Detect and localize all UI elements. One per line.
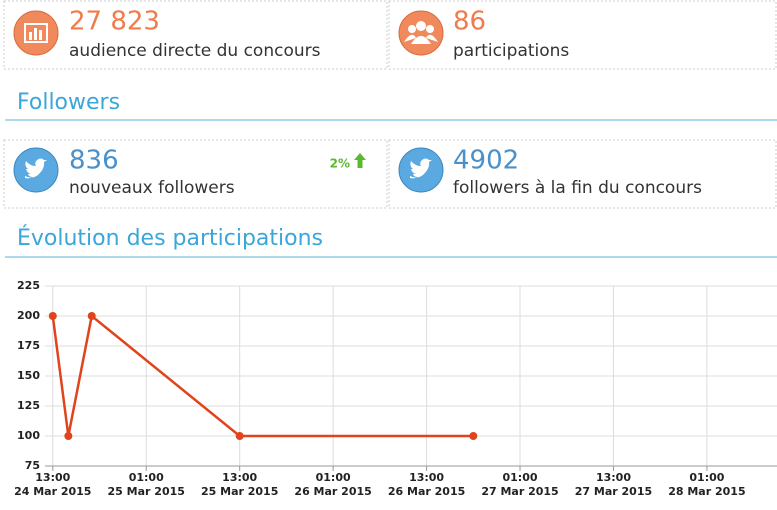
stat-value: 86 [453, 7, 486, 37]
point [469, 432, 478, 440]
stat-label: followers à la fin du concours [453, 178, 702, 198]
card [388, 139, 777, 209]
stat-label: participations [453, 41, 569, 61]
x-tick-label: 01:00 [689, 471, 724, 484]
y-tick-label: 75 [25, 459, 40, 472]
x-tick-label: 27 Mar 2015 [575, 485, 652, 498]
stat-value: 27 823 [69, 7, 160, 37]
section-title: Followers [17, 90, 120, 115]
icon-chart [13, 10, 59, 56]
x-tick-label: 27 Mar 2015 [481, 485, 558, 498]
x-tick-label: 24 Mar 2015 [14, 485, 91, 498]
point [87, 312, 96, 320]
card [3, 139, 388, 209]
point [48, 312, 57, 320]
y-tick-label: 150 [17, 369, 40, 382]
point [235, 432, 244, 440]
x-tick-label: 01:00 [503, 471, 538, 484]
y-tick-label: 200 [17, 309, 40, 322]
icon-twitter [13, 147, 59, 193]
x-tick-label: 13:00 [596, 471, 631, 484]
icon-twitter [398, 147, 444, 193]
stat-label: nouveaux followers [69, 178, 235, 198]
stat-label: audience directe du concours [69, 41, 321, 61]
x-tick-label: 25 Mar 2015 [201, 485, 278, 498]
x-tick-label: 01:00 [316, 471, 351, 484]
up-arrow [354, 153, 366, 168]
card [388, 0, 777, 70]
y-tick-label: 225 [17, 279, 40, 292]
icon-people [398, 10, 444, 56]
x-tick-label: 28 Mar 2015 [668, 485, 745, 498]
x-tick-label: 13:00 [35, 471, 70, 484]
y-tick-label: 100 [17, 429, 40, 442]
card [3, 0, 388, 70]
stat-value: 4902 [453, 146, 519, 176]
x-tick-label: 13:00 [222, 471, 257, 484]
x-tick-label: 01:00 [129, 471, 164, 484]
y-tick-label: 175 [17, 339, 40, 352]
stat-cards [3, 0, 777, 209]
y-tick-label: 125 [17, 399, 40, 412]
stat-value: 836 [69, 146, 119, 176]
x-tick-label: 26 Mar 2015 [388, 485, 465, 498]
section-title: Évolution des participations [17, 225, 323, 251]
x-tick-label: 25 Mar 2015 [108, 485, 185, 498]
x-tick-label: 13:00 [409, 471, 444, 484]
point [64, 432, 73, 440]
change-label: 2% [330, 157, 350, 171]
x-tick-label: 26 Mar 2015 [294, 485, 371, 498]
